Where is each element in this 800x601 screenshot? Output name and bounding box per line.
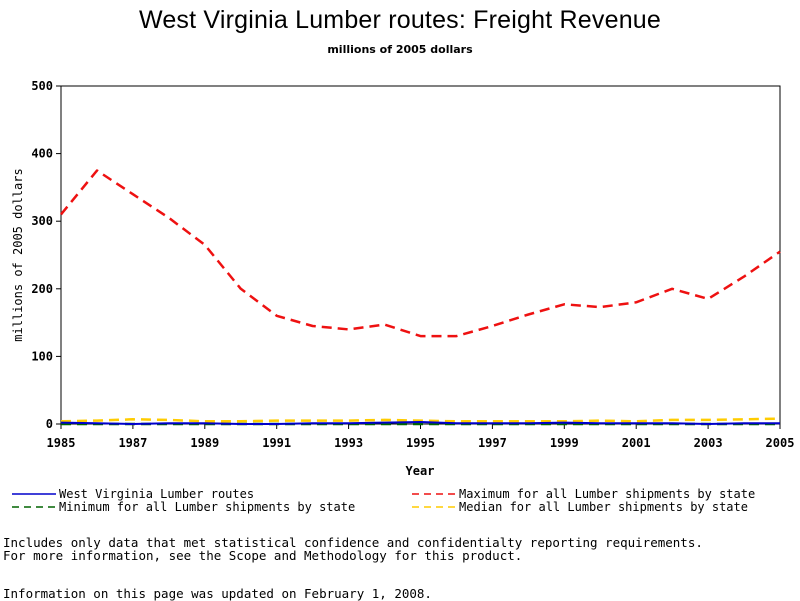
line-chart: 0 100 200 300 400 500 1985 1987 1989 1991 1993 1995…	[11, 79, 794, 478]
x-tick-label: 1989	[190, 436, 219, 450]
footnote-updated: Information on this page was updated on …	[3, 586, 432, 601]
series-line-2	[60, 169, 781, 338]
legend-swatch-dashed-green	[12, 506, 56, 508]
x-tick-label: 2005	[766, 436, 795, 450]
series-lines	[60, 169, 781, 426]
series-line-4	[60, 417, 781, 423]
footnote-methodology: For more information, see the Scope and …	[3, 548, 523, 563]
x-axis-label: Year	[406, 464, 435, 478]
chart-legend: West Virginia Lumber routes Maximum for …	[0, 487, 800, 517]
x-tick-label: 1991	[262, 436, 291, 450]
y-tick-label: 500	[31, 79, 53, 93]
series-line-1	[60, 421, 780, 425]
y-tick-label: 300	[31, 214, 53, 228]
legend-swatch-dashed-yellow	[412, 506, 456, 508]
footnote-confidence: Includes only data that met statistical …	[3, 535, 703, 550]
x-tick-label: 1993	[334, 436, 363, 450]
legend-swatch-solid-blue	[12, 493, 56, 495]
plot-area-frame	[60, 85, 781, 425]
x-tick-label: 1985	[47, 436, 76, 450]
x-tick-label: 2003	[694, 436, 723, 450]
legend-label: Median for all Lumber shipments by state	[459, 500, 748, 514]
y-axis-label: millions of 2005 dollars	[11, 168, 25, 341]
y-tick-label: 0	[46, 417, 53, 431]
legend-label: West Virginia Lumber routes	[59, 487, 255, 501]
x-tick-label: 1987	[118, 436, 147, 450]
x-tick-label: 2001	[622, 436, 651, 450]
y-tick-label: 400	[31, 147, 53, 161]
x-tick-label: 1997	[478, 436, 507, 450]
chart-title: West Virginia Lumber routes: Freight Rev…	[138, 6, 662, 34]
chart-subtitle: millions of 2005 dollars	[327, 43, 473, 56]
legend-swatch-dashed-red	[412, 493, 456, 495]
y-tick-label: 100	[31, 349, 53, 363]
x-tick-label: 1999	[550, 436, 579, 450]
legend-label: Minimum for all Lumber shipments by stat…	[59, 500, 356, 514]
axes: 0 100 200 300 400 500 1985 1987 1989 1991 1993 1995…	[31, 79, 794, 450]
x-tick-label: 1995	[406, 436, 435, 450]
legend-label: Maximum for all Lumber shipments by stat…	[459, 487, 756, 501]
y-tick-label: 200	[31, 282, 53, 296]
